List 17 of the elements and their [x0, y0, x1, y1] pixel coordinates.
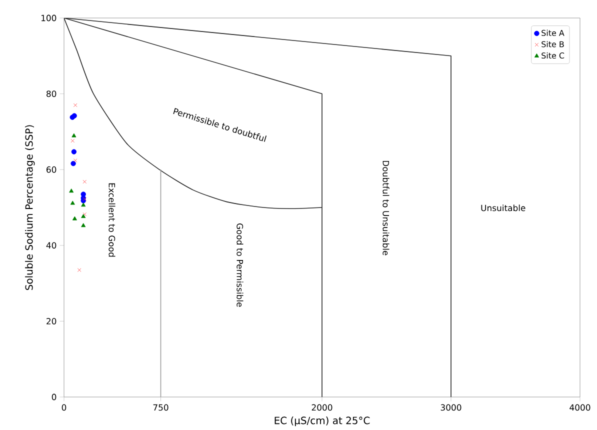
y-tick-label: 40	[46, 242, 56, 249]
y-tick-label: 100	[42, 14, 56, 22]
x-axis-title: EC (µS/cm) at 25°C	[274, 416, 370, 426]
annotation: Doubtful to Unsuitable	[382, 160, 390, 256]
y-tick-label: 0	[52, 394, 56, 400]
x-tick-label: 0	[62, 404, 66, 411]
annotation: Unsuitable	[481, 204, 526, 212]
annotation: Good to Permissible	[236, 223, 244, 307]
annotation: Excellent to Good	[108, 183, 116, 257]
x-tick-label: 3000	[440, 404, 462, 411]
x-tick-label: 2000	[312, 404, 332, 411]
x-tick-label: 4000	[570, 404, 590, 411]
y-tick-label: 80	[46, 90, 56, 98]
y-axis-title: Soluble Sodium Percentage (SSP)	[25, 125, 35, 290]
y-tick-label: 60	[46, 166, 56, 173]
y-tick-label: 20	[46, 318, 56, 324]
x-tick-label: 750	[153, 404, 168, 411]
